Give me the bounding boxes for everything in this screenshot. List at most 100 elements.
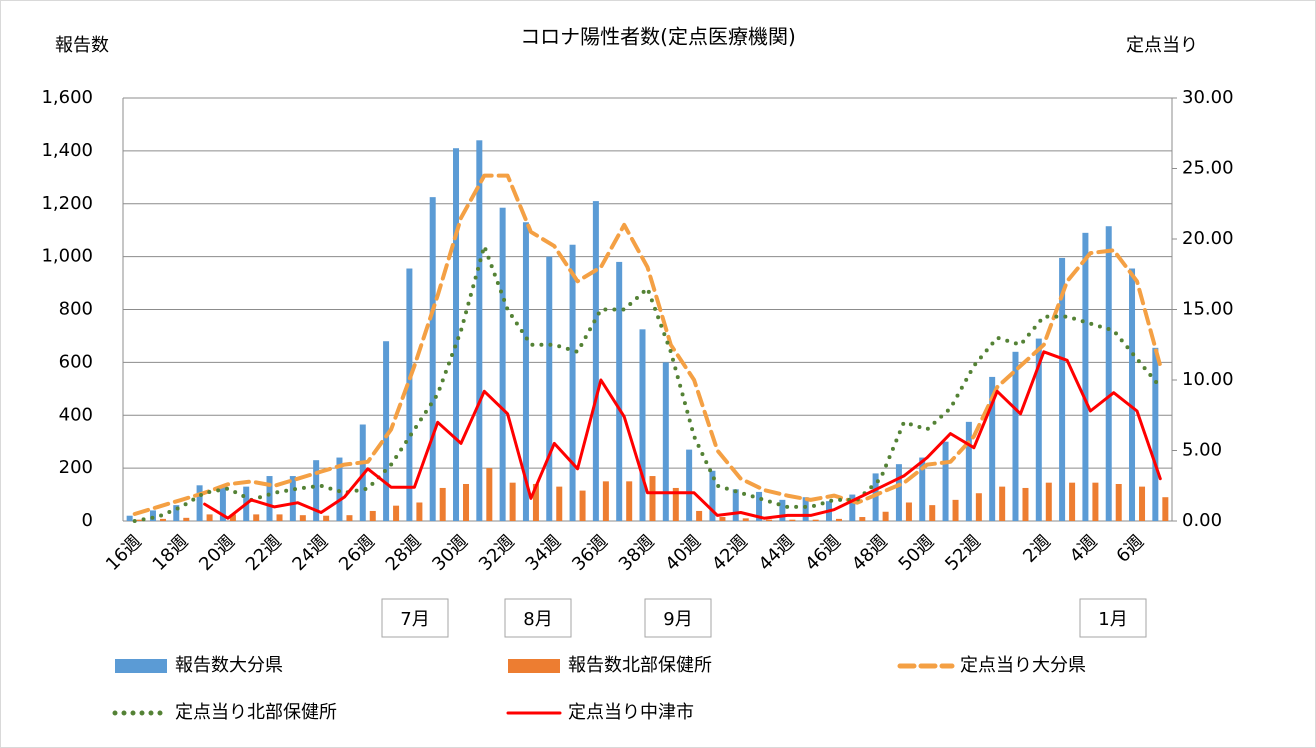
bar: [126, 515, 133, 521]
bar: [253, 514, 260, 521]
annotation: 8月: [523, 609, 552, 630]
bar: [849, 494, 856, 521]
y2-tick-label: 20.00: [1182, 228, 1234, 249]
y-tick-label: 400: [59, 404, 93, 425]
y2-tick-label: 25.00: [1182, 158, 1234, 179]
bar: [952, 499, 959, 521]
bar: [1082, 232, 1089, 522]
bar: [639, 329, 646, 521]
bar: [802, 497, 809, 521]
line-series: [203, 350, 1162, 520]
legend-swatch: [508, 659, 560, 673]
bar: [1059, 257, 1066, 521]
y-axis-title: 報告数: [55, 35, 109, 56]
annotation-box: [504, 598, 572, 638]
bar: [346, 515, 353, 521]
bar: [672, 487, 679, 521]
bar: [602, 481, 609, 521]
bar: [509, 482, 516, 521]
bar: [556, 486, 563, 521]
bar: [393, 505, 400, 521]
y2-tick-label: 15.00: [1182, 299, 1234, 320]
bar: [183, 517, 190, 521]
legend-label: 定点当り中津市: [568, 702, 694, 723]
bar: [882, 511, 889, 521]
bar: [136, 519, 143, 521]
bar: [719, 517, 726, 521]
legend-label: 報告数大分県: [175, 655, 283, 676]
bar: [1115, 483, 1122, 521]
bar: [1092, 482, 1099, 521]
bar: [975, 493, 982, 521]
bar: [756, 491, 763, 521]
bar: [626, 481, 633, 521]
bar: [219, 486, 226, 521]
legend-label: 報告数北部保健所: [568, 655, 712, 676]
bar: [766, 519, 773, 521]
bar: [383, 341, 390, 521]
bar: [313, 460, 320, 521]
y-tick-label: 0: [82, 510, 93, 531]
bar: [649, 476, 656, 521]
bar: [429, 197, 436, 521]
bar: [732, 489, 739, 521]
bar: [779, 499, 786, 521]
annotation: 9月: [663, 609, 692, 630]
annotation-box: [381, 598, 449, 638]
bar: [532, 483, 539, 521]
bar: [1022, 487, 1029, 521]
bar: [206, 514, 213, 521]
bar: [1045, 482, 1052, 521]
bar: [1105, 226, 1112, 522]
y-tick-label: 800: [59, 299, 93, 320]
bar: [1129, 268, 1136, 521]
annotation-box: [1079, 598, 1147, 638]
bar: [159, 518, 166, 521]
y2-tick-label: 10.00: [1182, 369, 1234, 390]
y2-tick-label: 30.00: [1182, 87, 1234, 108]
bar: [686, 449, 693, 521]
bar: [416, 502, 423, 521]
bar: [835, 518, 842, 521]
bar: [476, 140, 483, 522]
bar: [229, 514, 236, 521]
bar: [942, 441, 949, 521]
bar: [276, 514, 283, 521]
bar: [696, 510, 703, 521]
bar: [499, 207, 506, 521]
y2-axis-title: 定点当り: [1126, 35, 1198, 56]
annotation: 1月: [1098, 609, 1127, 630]
y-tick-label: 1,000: [41, 246, 93, 267]
bar: [616, 261, 623, 521]
y2-tick-label: 5.00: [1182, 440, 1222, 461]
bar: [812, 519, 819, 521]
bar: [173, 505, 180, 521]
bar: [789, 519, 796, 521]
bar: [1012, 351, 1019, 521]
bar: [522, 222, 529, 521]
chart-title: コロナ陽性者数(定点医療機関): [520, 25, 796, 49]
bar: [299, 515, 306, 521]
bar: [859, 517, 866, 521]
bar: [965, 421, 972, 521]
y-tick-label: 1,400: [41, 140, 93, 161]
bar: [742, 518, 749, 521]
bar: [872, 473, 879, 521]
bar: [592, 201, 599, 521]
line-series: [132, 173, 1163, 516]
bar: [406, 268, 413, 521]
bar: [1139, 486, 1146, 521]
bar: [662, 362, 669, 521]
bar: [439, 487, 446, 521]
bar: [1162, 497, 1169, 521]
bar: [266, 476, 273, 521]
bar: [1035, 338, 1042, 521]
y-tick-label: 600: [59, 351, 93, 372]
legend-swatch: [115, 659, 167, 673]
bar: [1069, 482, 1076, 521]
annotation-box: [644, 598, 712, 638]
bar: [463, 483, 470, 521]
y-tick-label: 200: [59, 457, 93, 478]
bar: [905, 502, 912, 521]
